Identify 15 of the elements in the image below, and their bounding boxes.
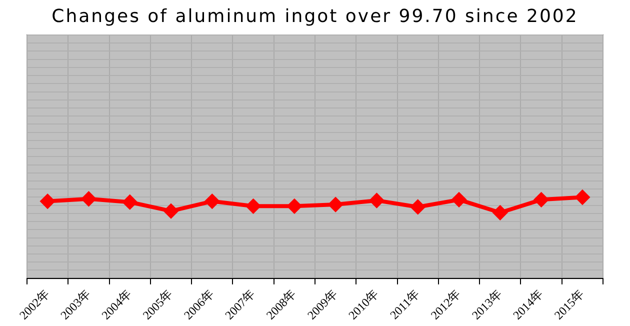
chart-title: Changes of aluminum ingot over 99.70 since 2002 [50,6,580,27]
point [40,194,55,208]
point [246,199,260,214]
point [534,192,548,207]
point [122,195,137,210]
point [493,206,508,220]
point [452,192,466,207]
point [164,204,178,218]
point [410,200,425,214]
point [205,194,220,208]
point [575,190,590,204]
point [287,199,302,214]
point [82,192,96,206]
point [370,193,384,208]
point [328,198,343,212]
